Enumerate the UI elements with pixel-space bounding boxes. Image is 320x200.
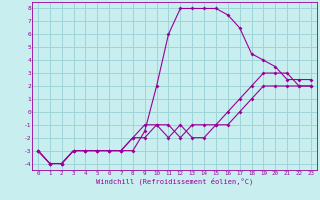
X-axis label: Windchill (Refroidissement éolien,°C): Windchill (Refroidissement éolien,°C) [96, 177, 253, 185]
